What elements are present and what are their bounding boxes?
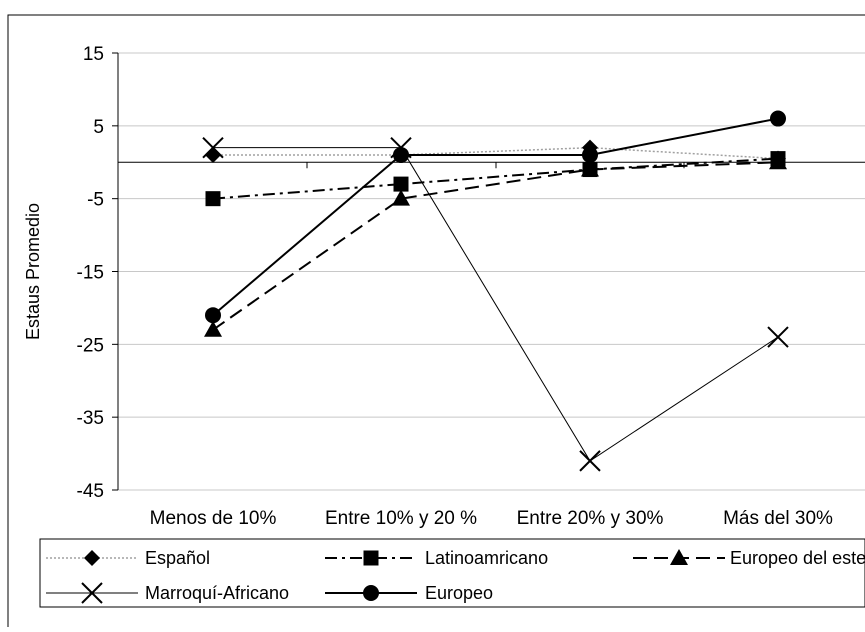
legend-marker-espanol [84,550,100,566]
series-line-europeo [212,117,779,316]
series-line-marroqui-africano [213,147,779,462]
data-point-europeo-del-este [392,189,410,206]
legend-label-europeo: Europeo [425,583,493,603]
x-tick-label: Más del 30% [723,508,833,529]
y-tick-label: 5 [93,117,104,138]
data-point-europeo-del-este [204,320,222,337]
data-point-latinoamricano [205,191,221,207]
legend-marker-latinoamricano [363,550,379,566]
legend-label-latinoamricano: Latinoamricano [425,548,548,568]
series-line-europeo-del-este [212,161,779,331]
legend-marker-europeo-del-este [670,549,688,565]
data-point-europeo [393,146,409,163]
legend-marker-europeo [363,585,379,601]
chart-frame [7,14,865,627]
y-axis-label: Estaus Promedio [23,203,43,340]
data-point-latinoamricano [393,176,409,192]
data-point-marroqui-africano [767,326,789,348]
y-tick-label: 15 [83,44,104,65]
data-point-europeo [582,146,598,163]
x-tick-label: Entre 10% y 20 % [325,508,477,529]
series-line-espanol [213,146,779,160]
legend-label-espanol: Español [145,548,210,568]
legend-marker-marroqui-africano [81,582,103,604]
legend-label-marroqui-africano: Marroquí-Africano [145,583,289,603]
legend-box [39,538,865,608]
x-tick-label: Menos de 10% [150,508,277,529]
y-tick-label: -25 [77,335,104,356]
data-point-europeo-del-este [769,153,787,170]
legend-label-europeo-del-este: Europeo del este [730,548,865,568]
y-tick-label: -15 [77,263,104,284]
y-tick-label: -5 [87,190,104,211]
data-point-marroqui-africano [202,136,224,159]
data-point-europeo-del-este [581,160,599,177]
data-point-europeo [770,110,786,127]
data-point-marroqui-africano [579,450,601,472]
x-tick-label: Entre 20% y 30% [517,508,664,529]
y-tick-label: -45 [77,481,104,502]
data-point-europeo [205,307,221,324]
data-point-espanol [205,146,221,163]
series-line-latinoamricano [212,157,779,200]
y-tick-label: -35 [77,408,104,429]
